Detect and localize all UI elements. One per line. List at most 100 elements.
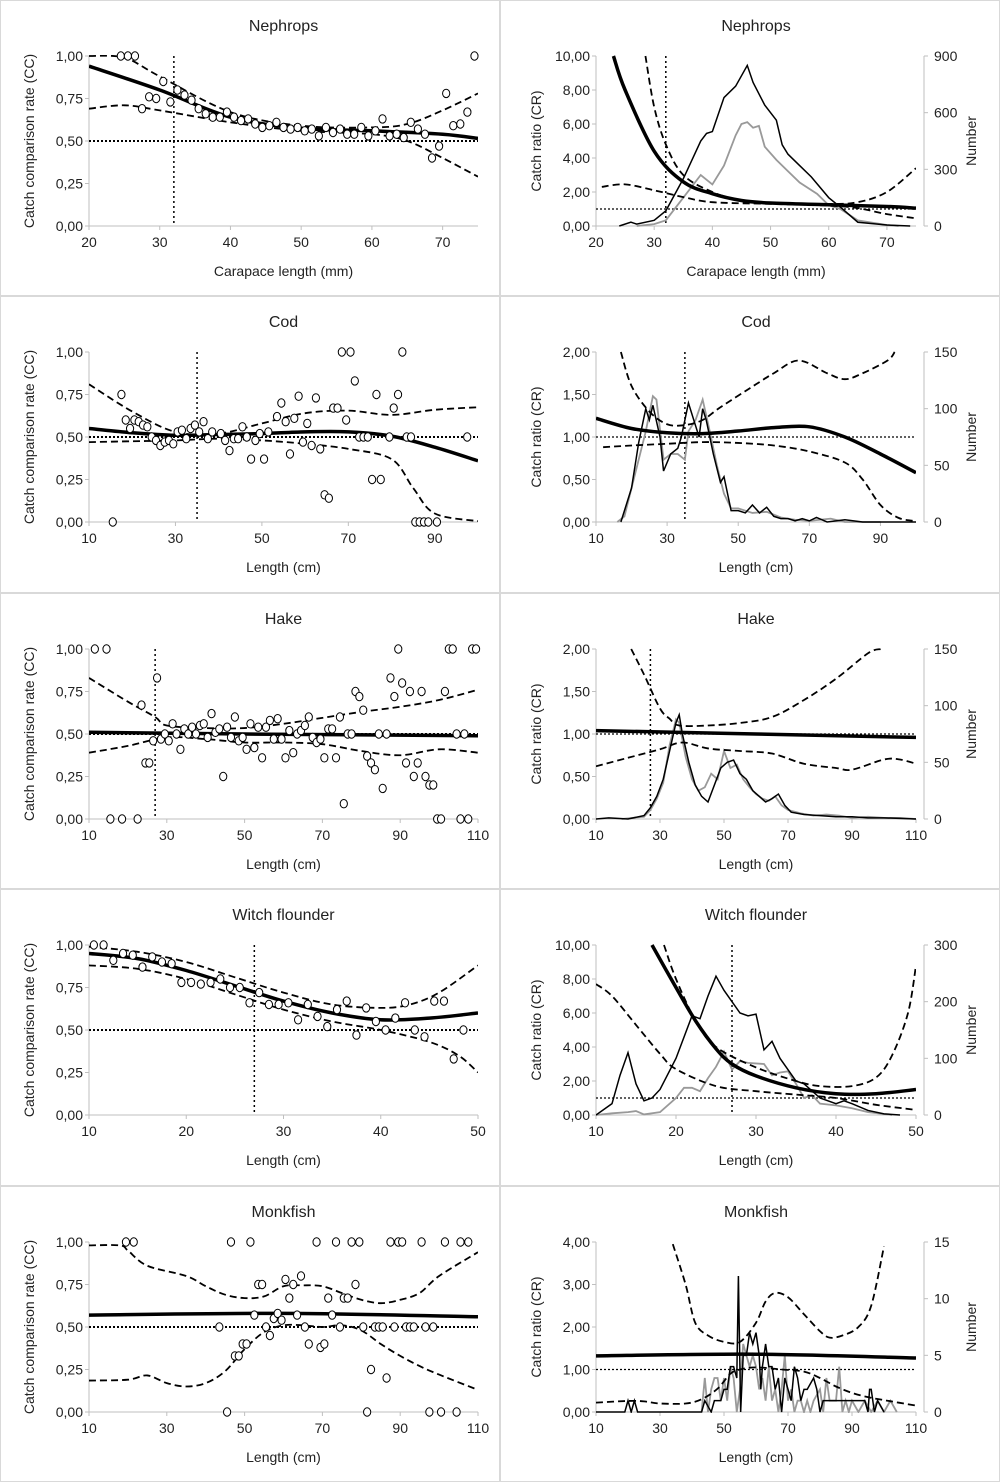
data-point: [374, 729, 383, 739]
chart-panel-nephrops-right: Nephrops 0,00 2,00 4,00 6,00 8,00 10,00 20 30 40 5…: [500, 0, 1000, 297]
chart-svg: Nephrops 0,00 0,25 0,50 0,75 1,00 20 30 40 50 60 70…: [21, 18, 479, 279]
data-point: [250, 742, 259, 753]
ci-upper-line: [89, 1243, 478, 1304]
data-point: [320, 1338, 329, 1349]
y2-tick-label: 200: [934, 994, 958, 1010]
y2-tick-label: 100: [934, 1051, 958, 1067]
data-point: [277, 398, 286, 409]
chart-title: Hake: [265, 611, 302, 628]
y-tick-label: 1,00: [563, 429, 590, 445]
chart-svg: Nephrops 0,00 2,00 4,00 6,00 8,00 10,00 20 30 40 5…: [528, 18, 979, 279]
data-point: [307, 441, 316, 451]
y-tick-label: 4,00: [563, 1039, 590, 1055]
plot-area: [596, 55, 916, 227]
x-tick-label: 70: [780, 827, 796, 843]
data-point: [471, 644, 481, 654]
data-point: [166, 97, 175, 107]
data-point: [393, 390, 403, 400]
x-tick-label: 20: [668, 1123, 684, 1139]
data-point: [320, 752, 329, 763]
x-tick-label: 30: [659, 530, 675, 546]
data-point: [463, 107, 472, 117]
fitted-curve: [89, 1311, 478, 1319]
data-point: [410, 1025, 419, 1035]
x-tick-label: 10: [588, 1123, 604, 1139]
y-axis-label: Catch ratio (CR): [528, 90, 544, 191]
data-point: [413, 757, 422, 768]
x-tick-label: 30: [652, 1420, 668, 1436]
data-point: [335, 124, 345, 134]
data-point: [429, 780, 438, 790]
y-tick-label: 0,75: [56, 683, 83, 699]
data-point: [246, 1236, 255, 1247]
chart-svg: Monkfish 0,00 0,25 0,50 0,75 1,00 10 30 50 70 90 11…: [21, 1204, 489, 1465]
y-tick-label: 0,50: [56, 1319, 83, 1335]
ci-upper-line: [663, 944, 916, 1089]
data-point: [121, 415, 130, 426]
data-point: [90, 644, 99, 654]
data-point: [290, 413, 299, 424]
data-point: [106, 814, 115, 824]
data-point: [285, 449, 295, 460]
data-point: [129, 1236, 138, 1247]
y-tick-label: 1,00: [563, 1361, 590, 1377]
ci-lower-line: [596, 741, 916, 771]
data-point: [420, 1032, 429, 1042]
data-point: [208, 427, 217, 437]
y-tick-label: 0,75: [56, 91, 83, 107]
data-point: [439, 996, 449, 1006]
data-point: [460, 729, 469, 739]
data-point: [378, 114, 387, 124]
plot-area: [89, 648, 478, 819]
x-tick-label: 10: [81, 1420, 97, 1436]
data-point: [265, 1330, 274, 1340]
data-point: [148, 952, 157, 962]
ci-lower-line: [596, 983, 916, 1111]
data-point: [350, 376, 359, 386]
data-point: [364, 131, 373, 141]
data-point: [386, 672, 395, 683]
plot-area: [596, 647, 916, 820]
x-tick-label: 30: [646, 234, 662, 250]
data-point: [152, 672, 162, 683]
data-point: [99, 940, 108, 950]
y-tick-label: 1,00: [56, 48, 83, 64]
x-tick-label: 70: [341, 530, 357, 546]
chart-title: Witch flounder: [232, 907, 335, 924]
data-point: [435, 141, 444, 151]
chart-svg: Hake 0,00 0,25 0,50 0,75 1,00 10 30 50 70 90 110 Len…: [21, 611, 489, 872]
data-point: [456, 1236, 465, 1247]
data-point: [335, 1321, 345, 1332]
data-point: [246, 718, 255, 729]
data-point: [398, 678, 407, 688]
data-point: [363, 1406, 372, 1417]
data-point: [277, 734, 286, 744]
x-tick-label: 50: [470, 1123, 486, 1139]
data-point: [246, 454, 256, 465]
x-tick-label: 50: [908, 1123, 924, 1139]
y2-tick-label: 100: [934, 697, 958, 713]
chart-svg: Hake 0,00 0,50 1,00 1,50 2,00 10 30 50 70 90 110 Len…: [528, 611, 979, 872]
data-point: [355, 691, 364, 702]
data-point: [259, 454, 269, 465]
y-axis-label: Catch ratio (CR): [528, 1276, 544, 1377]
data-point: [235, 982, 244, 993]
data-point: [442, 88, 451, 99]
y-tick-label: 8,00: [563, 82, 590, 98]
data-point: [464, 814, 473, 824]
y-tick-label: 0,50: [56, 133, 83, 149]
y2-tick-label: 300: [934, 937, 958, 953]
y-tick-label: 0,00: [563, 811, 590, 827]
data-point: [378, 783, 387, 793]
y-tick-label: 1,50: [563, 387, 590, 403]
data-point: [255, 988, 264, 998]
data-point: [331, 752, 341, 763]
data-point: [368, 475, 377, 485]
data-point: [222, 1406, 232, 1417]
y2-tick-label: 0: [934, 514, 942, 530]
chart-title: Nephrops: [721, 18, 790, 35]
y-tick-label: 0,50: [56, 1022, 83, 1038]
x-axis-label: Carapace length (mm): [686, 263, 825, 279]
chart-title: Cod: [741, 314, 770, 331]
y-tick-label: 2,00: [563, 641, 590, 657]
